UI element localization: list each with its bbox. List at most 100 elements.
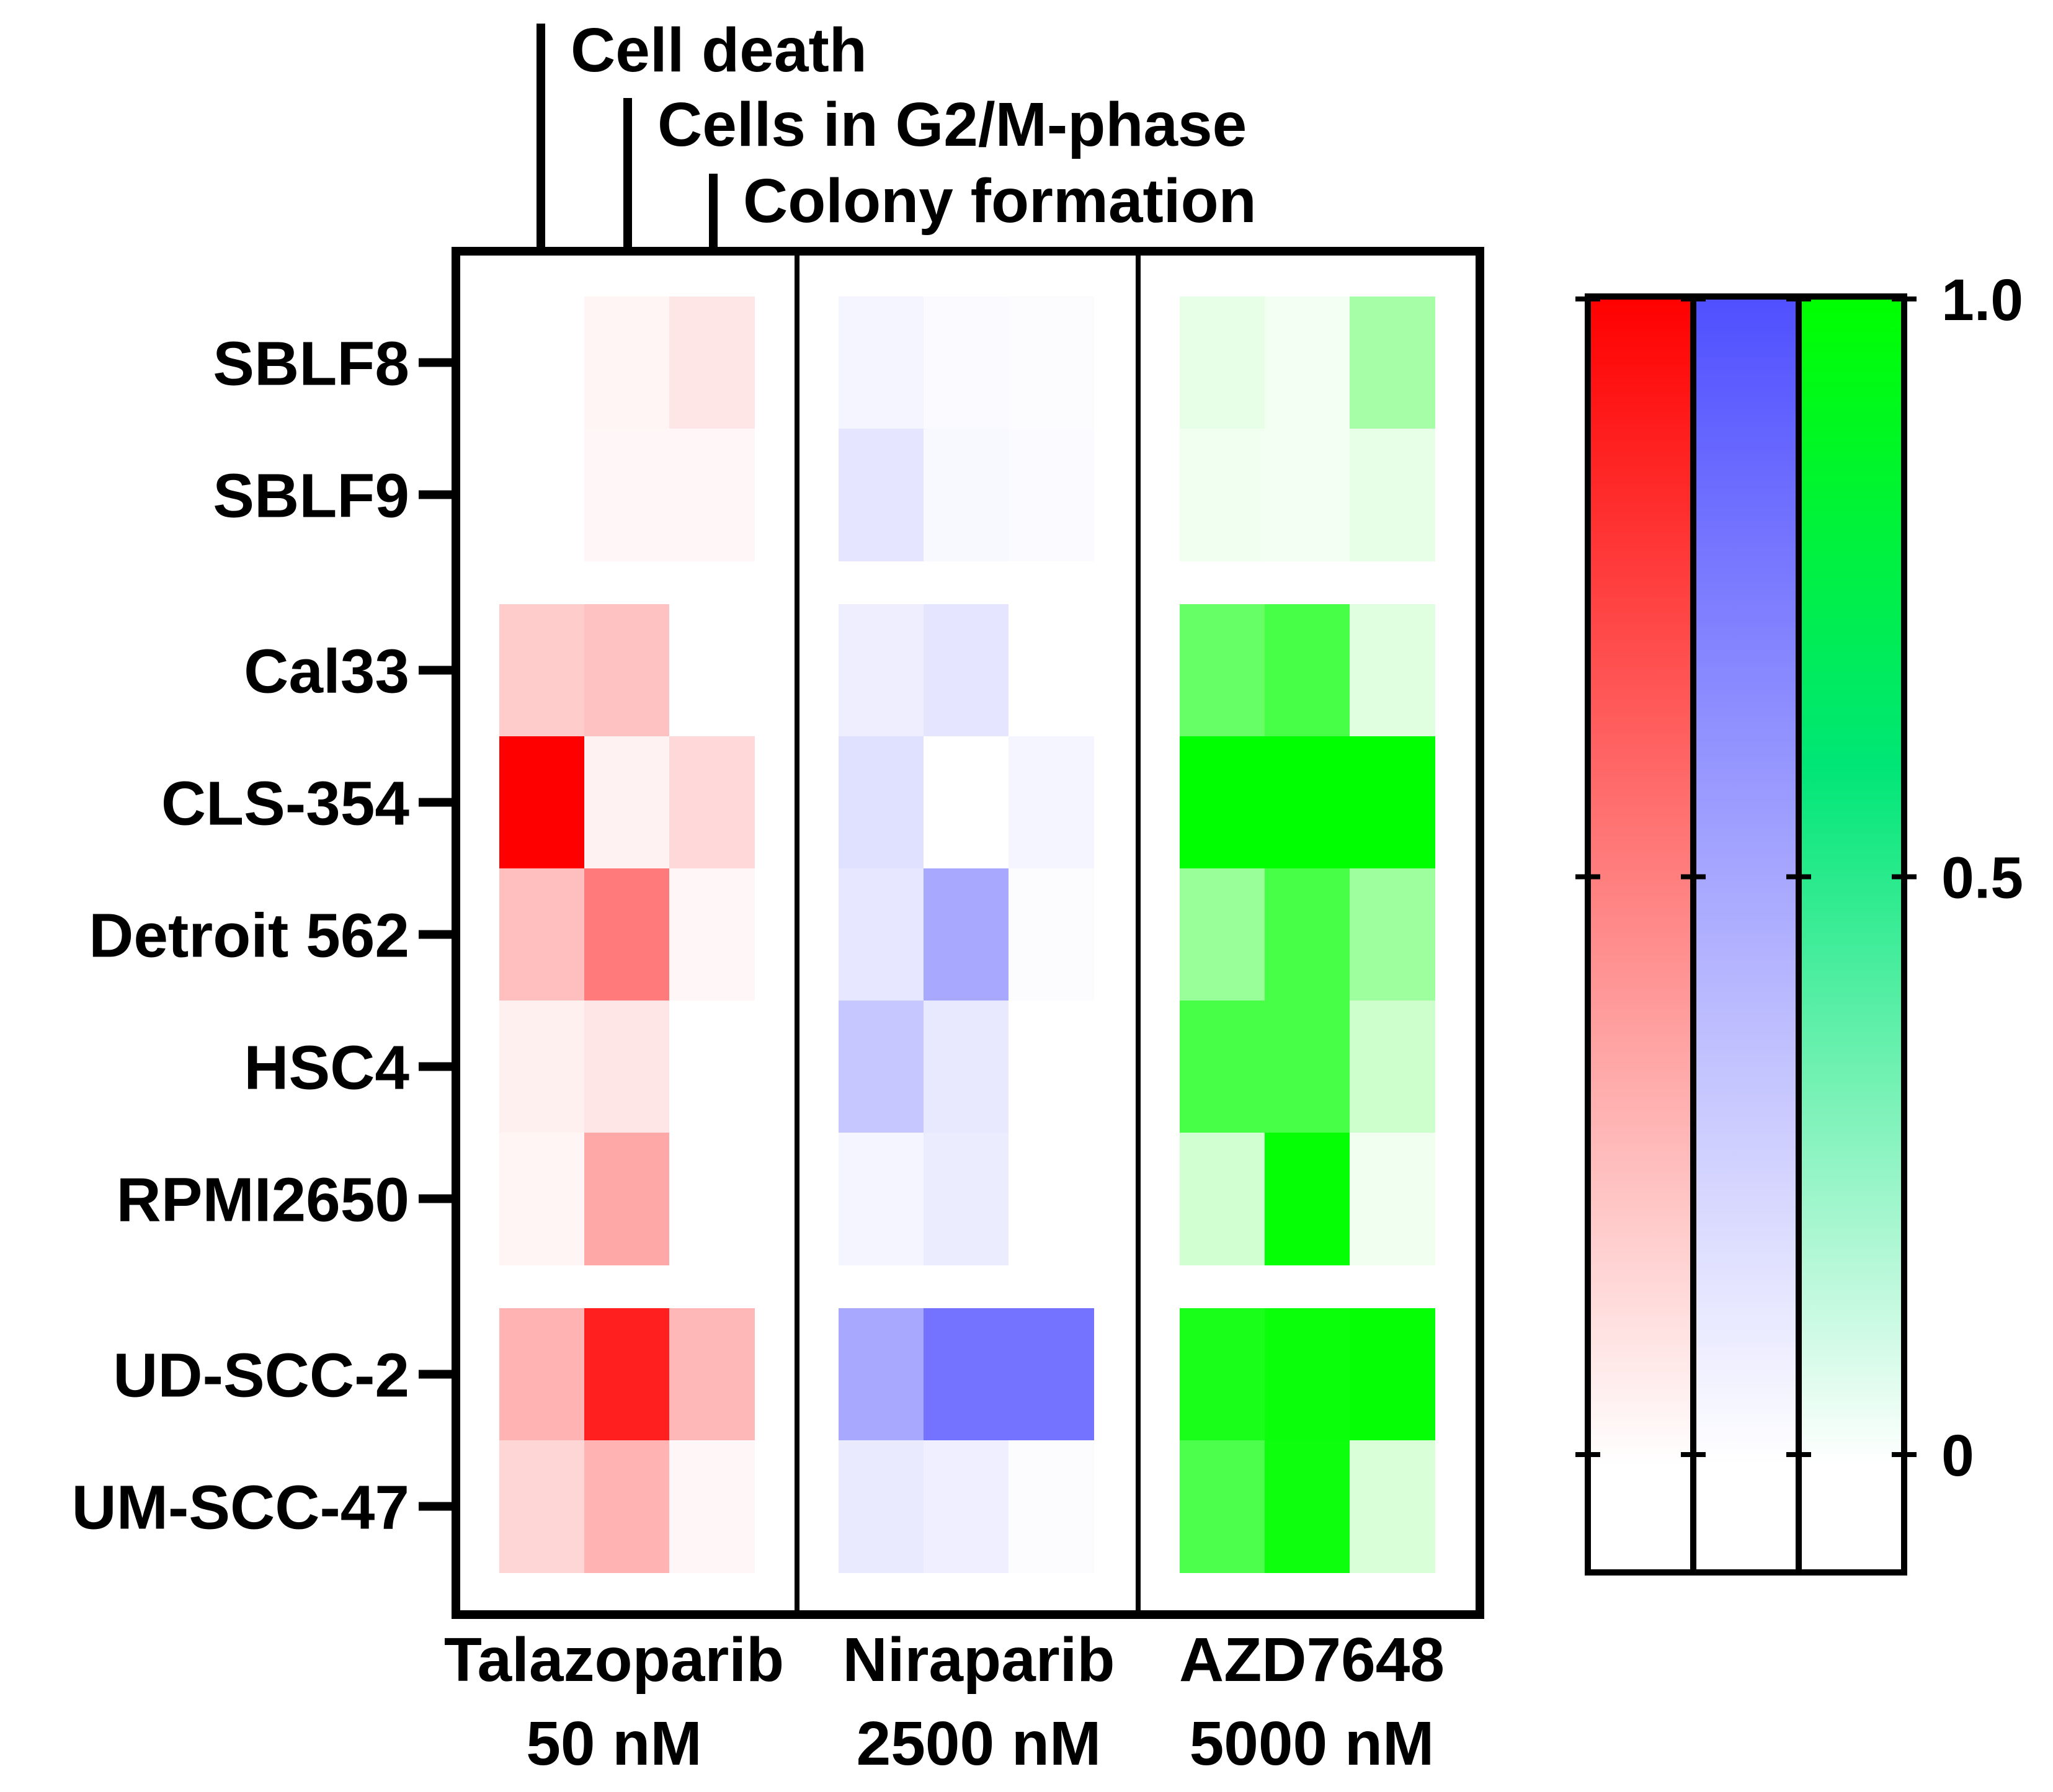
heatmap-cell-talazoparib-rpmi2650-cell-death <box>499 1133 585 1265</box>
heatmap-cell-niraparib-ud-scc-2-cell-death <box>839 1308 924 1441</box>
heatmap-cell-niraparib-sblf9-colony-formation <box>1009 429 1094 561</box>
heatmap-cell-talazoparib-cls-354-cells-in-g2-m-phase <box>584 736 670 869</box>
heatmap-cell-niraparib-sblf8-cell-death <box>839 296 924 429</box>
heatmap-cell-talazoparib-um-scc-47-cells-in-g2-m-phase <box>584 1440 670 1573</box>
heatmap-cell-azd7648-um-scc-47-cells-in-g2-m-phase <box>1265 1440 1350 1573</box>
heatmap-cell-niraparib-detroit-562-colony-formation <box>1009 868 1094 1001</box>
drug-labels: Talazoparib 50 nM Niraparib 2500 nM AZD7… <box>444 1625 1445 1778</box>
metric-labels: Cell death Cells in G2/M-phase Colony fo… <box>537 16 1257 248</box>
heatmap-cell-azd7648-rpmi2650-cell-death <box>1180 1133 1265 1265</box>
heatmap-cell-talazoparib-detroit-562-colony-formation <box>669 868 755 1001</box>
drug-name-talazoparib: Talazoparib <box>444 1625 784 1695</box>
heatmap-cell-azd7648-rpmi2650-colony-formation <box>1350 1133 1435 1265</box>
color-scale-green <box>1799 299 1904 1465</box>
color-scale-red <box>1588 299 1693 1465</box>
heatmap-cell-talazoparib-rpmi2650-cells-in-g2-m-phase <box>584 1133 670 1265</box>
row-labels: SBLF8 SBLF9 Cal33 CLS-354 Detroit 562 HSC4 RPM… <box>72 329 456 1543</box>
heatmap-cell-niraparib-sblf9-cells-in-g2-m-phase <box>924 429 1009 561</box>
heatmap-cell-talazoparib-hsc4-cells-in-g2-m-phase <box>584 1001 670 1133</box>
heatmap-cell-talazoparib-sblf8-cells-in-g2-m-phase <box>584 296 670 429</box>
row-label-um-scc-47: UM-SCC-47 <box>72 1473 409 1543</box>
heatmap-cell-niraparib-hsc4-cells-in-g2-m-phase <box>924 1001 1009 1133</box>
heatmap-cell-niraparib-sblf8-colony-formation <box>1009 296 1094 429</box>
metric-label-colony: Colony formation <box>743 166 1257 236</box>
drug-dose-niraparib: 2500 nM <box>857 1709 1102 1778</box>
color-scale-tick-label-1: 0.5 <box>1941 845 2023 911</box>
color-scale: 1.0 0.5 0 <box>1575 267 2023 1576</box>
heatmap-cell-niraparib-rpmi2650-colony-formation <box>1009 1133 1094 1265</box>
heatmap-cell-talazoparib-sblf9-cells-in-g2-m-phase <box>584 429 670 561</box>
heatmap-cell-talazoparib-ud-scc-2-cell-death <box>499 1308 585 1441</box>
metric-label-cell-death: Cell death <box>571 16 867 85</box>
heatmap-cell-niraparib-cal33-colony-formation <box>1009 604 1094 737</box>
heatmap-cell-niraparib-um-scc-47-colony-formation <box>1009 1440 1094 1573</box>
heatmap-cell-niraparib-cal33-cell-death <box>839 604 924 737</box>
heatmap-cell-niraparib-rpmi2650-cells-in-g2-m-phase <box>924 1133 1009 1265</box>
heatmap-cell-talazoparib-detroit-562-cell-death <box>499 868 585 1001</box>
heatmap-cell-talazoparib-cls-354-cell-death <box>499 736 585 869</box>
heatmap-cell-azd7648-cal33-colony-formation <box>1350 604 1435 737</box>
heatmap-cell-azd7648-um-scc-47-cell-death <box>1180 1440 1265 1573</box>
row-label-detroit-562: Detroit 562 <box>89 901 409 971</box>
heatmap-cell-talazoparib-hsc4-colony-formation <box>669 1001 755 1133</box>
heatmap-cells <box>499 296 1435 1573</box>
heatmap-cell-azd7648-ud-scc-2-colony-formation <box>1350 1308 1435 1441</box>
heatmap-cell-azd7648-cls-354-cell-death <box>1180 736 1265 869</box>
color-scale-ticks: 1.0 0.5 0 <box>1575 267 2023 1489</box>
heatmap-cell-niraparib-sblf8-cells-in-g2-m-phase <box>924 296 1009 429</box>
heatmap-cell-niraparib-ud-scc-2-cells-in-g2-m-phase <box>924 1308 1009 1441</box>
heatmap-cell-niraparib-detroit-562-cell-death <box>839 868 924 1001</box>
heatmap-cell-talazoparib-cal33-cells-in-g2-m-phase <box>584 604 670 737</box>
row-label-cls-354: CLS-354 <box>161 769 410 839</box>
heatmap-cell-azd7648-cls-354-colony-formation <box>1350 736 1435 869</box>
heatmap-cell-niraparib-rpmi2650-cell-death <box>839 1133 924 1265</box>
heatmap-cell-talazoparib-cal33-colony-formation <box>669 604 755 737</box>
heatmap-cell-azd7648-hsc4-cell-death <box>1180 1001 1265 1133</box>
heatmap-cell-talazoparib-cal33-cell-death <box>499 604 585 737</box>
heatmap-cell-azd7648-ud-scc-2-cell-death <box>1180 1308 1265 1441</box>
heatmap-cell-talazoparib-hsc4-cell-death <box>499 1001 585 1133</box>
heatmap-cell-azd7648-sblf9-cell-death <box>1180 429 1265 561</box>
heatmap-cell-azd7648-sblf8-cells-in-g2-m-phase <box>1265 296 1350 429</box>
heatmap-cell-niraparib-sblf9-cell-death <box>839 429 924 561</box>
heatmap-cell-talazoparib-sblf9-colony-formation <box>669 429 755 561</box>
heatmap-cell-talazoparib-rpmi2650-colony-formation <box>669 1133 755 1265</box>
heatmap-cell-azd7648-rpmi2650-cells-in-g2-m-phase <box>1265 1133 1350 1265</box>
heatmap-cell-azd7648-um-scc-47-colony-formation <box>1350 1440 1435 1573</box>
heatmap-cell-azd7648-detroit-562-colony-formation <box>1350 868 1435 1001</box>
color-scale-tick-label-0: 1.0 <box>1941 267 2023 333</box>
heatmap-cell-azd7648-cls-354-cells-in-g2-m-phase <box>1265 736 1350 869</box>
heatmap-cell-niraparib-cal33-cells-in-g2-m-phase <box>924 604 1009 737</box>
row-label-rpmi2650: RPMI2650 <box>117 1166 409 1235</box>
heatmap-cell-azd7648-detroit-562-cells-in-g2-m-phase <box>1265 868 1350 1001</box>
heatmap-cell-niraparib-cls-354-cells-in-g2-m-phase <box>924 736 1009 869</box>
heatmap-cell-azd7648-cal33-cells-in-g2-m-phase <box>1265 604 1350 737</box>
drug-dose-azd7648: 5000 nM <box>1190 1709 1435 1778</box>
metric-label-g2m: Cells in G2/M-phase <box>657 90 1247 159</box>
color-scale-tick-label-2: 0 <box>1941 1423 1974 1489</box>
heatmap-cell-talazoparib-um-scc-47-colony-formation <box>669 1440 755 1573</box>
heatmap-cell-azd7648-detroit-562-cell-death <box>1180 868 1265 1001</box>
heatmap-cell-niraparib-cls-354-cell-death <box>839 736 924 869</box>
color-scale-blue <box>1693 299 1799 1465</box>
drug-name-niraparib: Niraparib <box>842 1625 1115 1695</box>
heatmap-cell-niraparib-um-scc-47-cell-death <box>839 1440 924 1573</box>
heatmap-cell-niraparib-detroit-562-cells-in-g2-m-phase <box>924 868 1009 1001</box>
heatmap-cell-niraparib-ud-scc-2-colony-formation <box>1009 1308 1094 1441</box>
heatmap-cell-niraparib-cls-354-colony-formation <box>1009 736 1094 869</box>
heatmap-cell-talazoparib-um-scc-47-cell-death <box>499 1440 585 1573</box>
heatmap-cell-azd7648-cal33-cell-death <box>1180 604 1265 737</box>
heatmap-cell-azd7648-hsc4-colony-formation <box>1350 1001 1435 1133</box>
row-label-sblf8: SBLF8 <box>213 329 409 399</box>
row-label-cal33: Cal33 <box>244 637 409 707</box>
heatmap-cell-talazoparib-ud-scc-2-cells-in-g2-m-phase <box>584 1308 670 1441</box>
heatmap-cell-talazoparib-detroit-562-cells-in-g2-m-phase <box>584 868 670 1001</box>
heatmap-cell-azd7648-sblf8-colony-formation <box>1350 296 1435 429</box>
heatmap-cell-azd7648-ud-scc-2-cells-in-g2-m-phase <box>1265 1308 1350 1441</box>
heatmap-cell-niraparib-um-scc-47-cells-in-g2-m-phase <box>924 1440 1009 1573</box>
heatmap-cell-azd7648-hsc4-cells-in-g2-m-phase <box>1265 1001 1350 1133</box>
row-label-hsc4: HSC4 <box>244 1033 409 1103</box>
heatmap-cell-talazoparib-sblf8-colony-formation <box>669 296 755 429</box>
heatmap-cell-talazoparib-sblf9-cell-death <box>499 429 585 561</box>
